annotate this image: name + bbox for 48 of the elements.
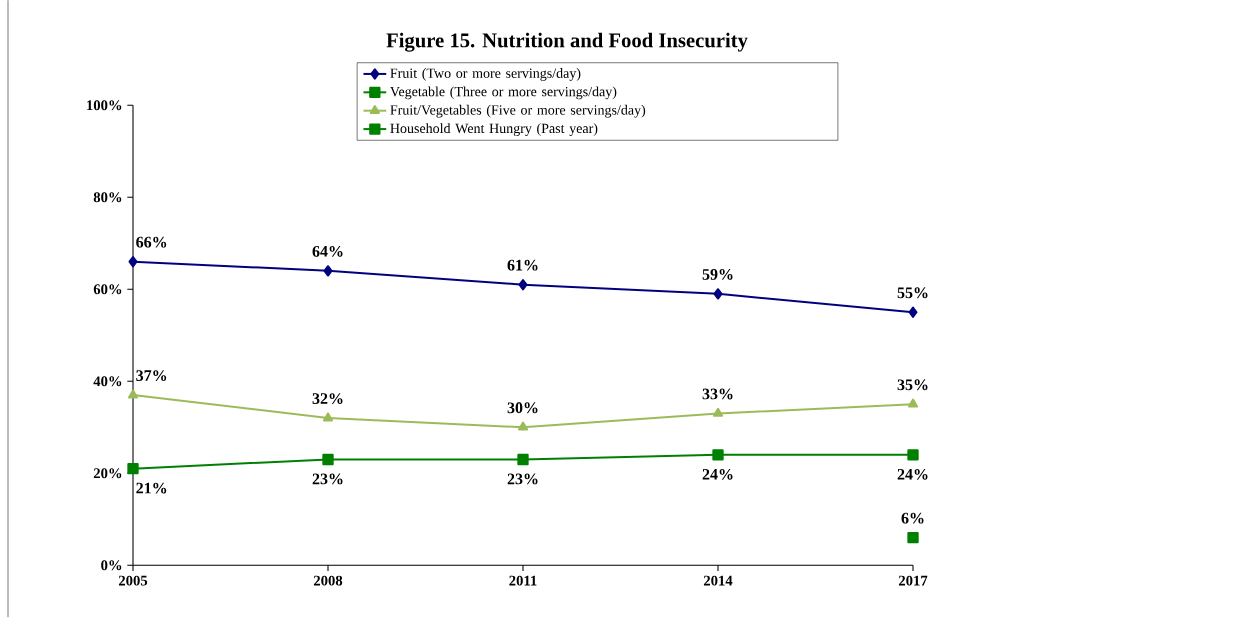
data-label: 21% (136, 482, 167, 494)
y-tick-label: 80% (93, 192, 122, 203)
point (907, 532, 919, 544)
data-label: 35% (897, 379, 928, 391)
point (908, 306, 918, 319)
x-tick-label: 2005 (118, 575, 148, 586)
data-label: 24% (702, 469, 733, 480)
point (127, 389, 139, 399)
data-label: 37% (136, 370, 167, 382)
x-tick-label: 2011 (509, 575, 537, 586)
point (518, 279, 528, 291)
data-label: 32% (312, 393, 343, 405)
x-tick-label: 2017 (898, 575, 928, 586)
data-label: 30% (507, 402, 538, 414)
point (907, 449, 919, 461)
legend-label: Household Went Hungry (Past year) (390, 123, 598, 137)
point (713, 288, 723, 300)
point (322, 412, 334, 422)
y-tick-label: 40% (93, 376, 122, 387)
data-label: 59% (702, 269, 733, 281)
y-tick-label: 0% (101, 560, 122, 571)
legend-label: Fruit (Two or more servings/day) (390, 68, 581, 82)
point (128, 256, 138, 268)
point (322, 454, 334, 466)
point (712, 408, 724, 418)
data-label: 6% (901, 513, 924, 524)
data-label: 23% (312, 473, 343, 485)
point (127, 463, 139, 475)
data-label: 66% (136, 237, 167, 248)
y-tick-label: 20% (93, 468, 122, 479)
point (517, 421, 529, 431)
data-label: 23% (507, 473, 538, 485)
y-tick-label: 100% (87, 100, 122, 111)
point (712, 449, 724, 461)
x-tick-label: 2008 (313, 575, 343, 586)
legend-label: Vegetable (Three or more servings/day) (390, 86, 617, 100)
point (517, 454, 529, 466)
y-tick-label: 60% (93, 284, 122, 295)
point (907, 398, 919, 408)
data-label: 64% (312, 246, 343, 258)
data-label: 24% (897, 469, 928, 480)
data-label: 55% (897, 287, 928, 299)
legend-label: Fruit/Vegetables (Five or more servings/day) (390, 105, 646, 118)
chart-title: Figure 15. Nutrition and Food Insecurity (386, 33, 748, 52)
point (323, 265, 333, 277)
data-label: 61% (507, 260, 538, 271)
data-label: 33% (702, 388, 733, 400)
x-tick-label: 2014 (703, 575, 733, 586)
